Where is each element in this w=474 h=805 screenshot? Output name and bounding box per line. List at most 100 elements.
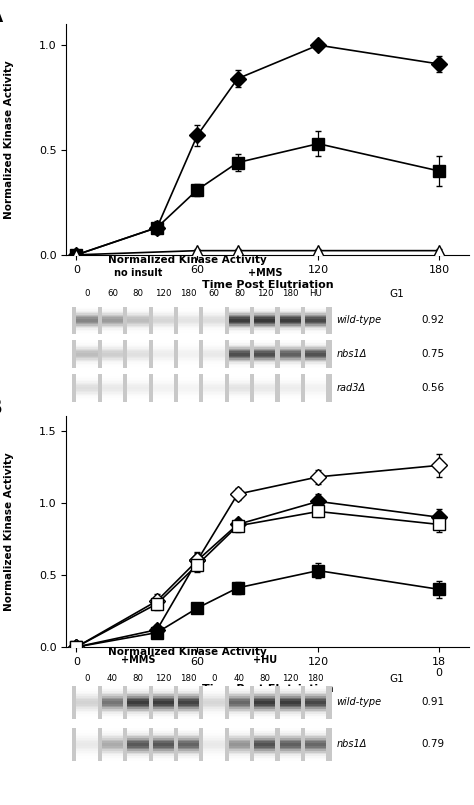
Bar [254,307,275,308]
Bar [305,361,326,362]
Bar [153,349,174,350]
Bar [280,307,301,308]
Bar [254,342,275,343]
Bar [76,756,98,758]
Bar [127,692,148,694]
Bar [305,759,326,761]
Bar [203,312,225,313]
Bar [280,384,301,386]
Text: 80: 80 [259,674,270,683]
Bar [254,687,275,689]
Bar [102,352,123,353]
Bar [102,358,123,360]
Bar [280,696,301,698]
Bar [280,711,301,712]
Bar [76,717,98,719]
Bar [280,753,301,754]
Bar [254,347,275,349]
Bar [229,330,250,331]
Bar [203,396,225,398]
Bar [305,353,326,354]
Bar [305,366,326,368]
Bar [254,365,275,366]
Bar [280,399,301,400]
Bar [178,733,199,735]
Bar [153,328,174,330]
Bar [76,308,98,309]
Bar [254,315,275,316]
Bar [153,374,174,376]
Text: 0: 0 [84,674,90,683]
Bar [178,749,199,751]
Bar [102,388,123,390]
Bar [203,349,225,350]
Bar [73,686,332,719]
Bar [203,320,225,322]
Bar [280,396,301,398]
Bar [76,731,98,733]
Bar [153,703,174,704]
Bar [76,701,98,703]
Bar [203,400,225,402]
Bar [102,729,123,731]
Bar [178,323,199,324]
Text: 180: 180 [181,674,197,683]
Bar [305,309,326,311]
Bar [229,714,250,716]
Bar [280,714,301,716]
Bar [178,703,199,704]
Bar [229,376,250,377]
Bar [305,743,326,745]
Bar [280,689,301,691]
Bar [280,354,301,356]
Bar [229,362,250,364]
Bar [229,380,250,382]
Bar [153,390,174,392]
Bar [76,746,98,748]
Bar [254,399,275,400]
Bar [203,319,225,320]
Bar [178,345,199,346]
Bar [153,316,174,317]
Bar [178,691,199,692]
Bar [76,362,98,364]
Bar [254,737,275,738]
Bar [178,729,199,731]
Bar [254,322,275,323]
Bar [280,309,301,311]
Bar [305,704,326,706]
Bar [102,689,123,691]
Bar [280,311,301,312]
Bar [203,311,225,312]
Bar [305,712,326,714]
Bar [102,330,123,331]
Bar [127,743,148,745]
Bar [280,330,301,331]
Bar [203,738,225,740]
Bar [127,390,148,392]
Bar [203,754,225,756]
Bar [153,354,174,356]
Bar [203,366,225,368]
Bar [178,349,199,350]
Bar [178,331,199,332]
Bar [127,737,148,738]
Bar [229,758,250,759]
Bar [203,729,225,731]
Bar [102,686,123,687]
Bar [305,756,326,758]
Bar [229,691,250,692]
Bar [280,376,301,377]
Bar [254,316,275,317]
Bar [254,698,275,700]
Bar [305,328,326,330]
Bar [76,347,98,349]
Bar [203,307,225,308]
Bar [76,376,98,377]
Bar [203,346,225,347]
Bar [203,709,225,711]
Bar [127,354,148,356]
Bar [254,759,275,761]
Bar [76,759,98,761]
Bar [127,309,148,311]
